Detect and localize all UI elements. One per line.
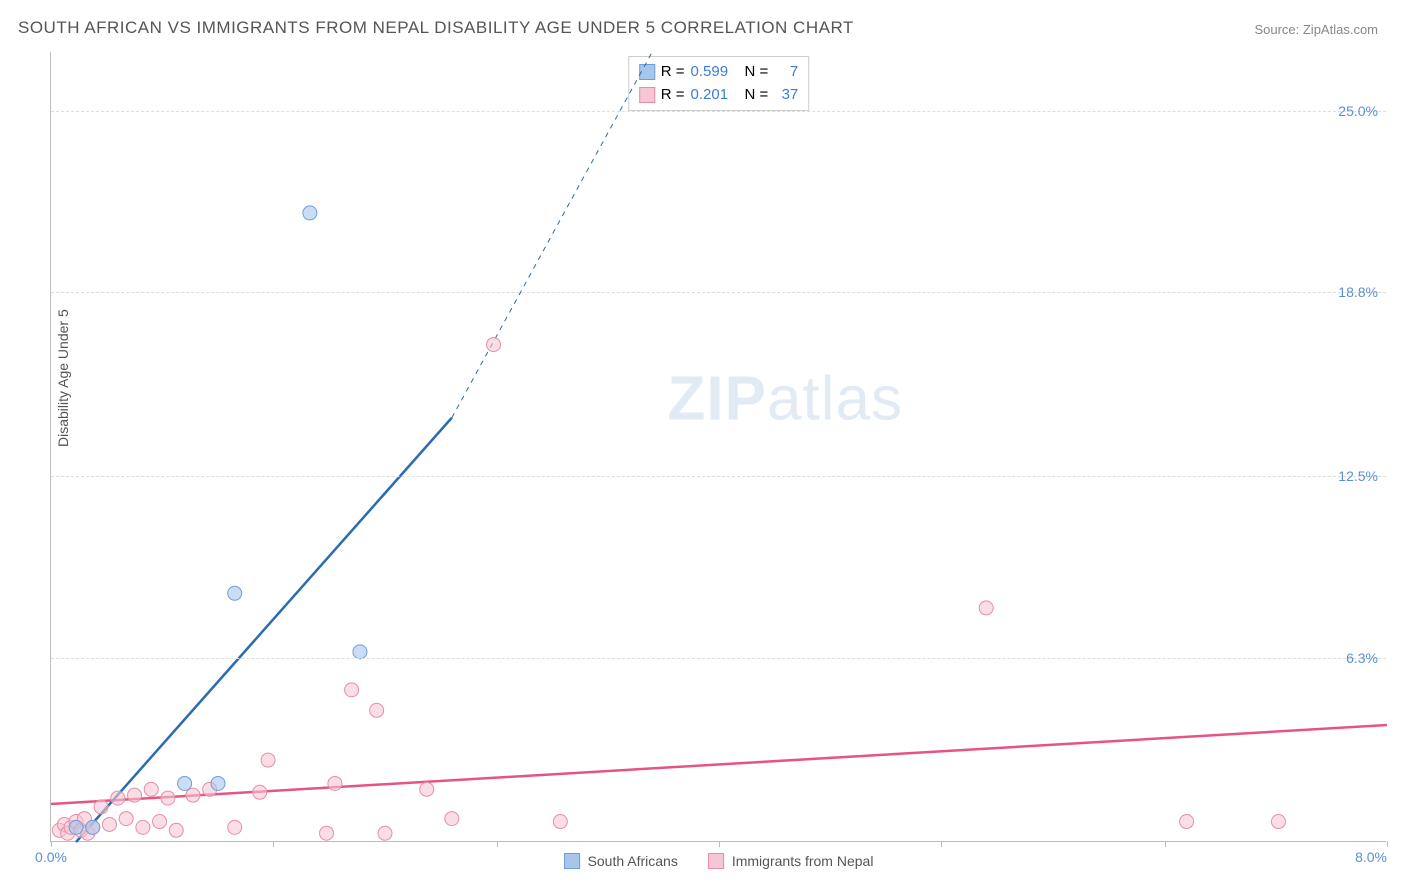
x-tick-label: 8.0% xyxy=(1355,849,1387,865)
plot-area: Disability Age Under 5 ZIPatlas R = 0.59… xyxy=(50,52,1386,842)
gridline xyxy=(51,658,1386,659)
legend: South Africans Immigrants from Nepal xyxy=(564,853,874,869)
x-tick-label: 0.0% xyxy=(35,849,67,865)
gridline xyxy=(51,111,1386,112)
x-tick xyxy=(1387,841,1388,847)
legend-item: South Africans xyxy=(564,853,678,869)
y-tick-label: 12.5% xyxy=(1338,468,1378,484)
x-tick xyxy=(497,841,498,847)
y-tick-label: 18.8% xyxy=(1338,284,1378,300)
source-attribution: Source: ZipAtlas.com xyxy=(1254,22,1378,37)
chart-title: SOUTH AFRICAN VS IMMIGRANTS FROM NEPAL D… xyxy=(18,18,854,38)
legend-label: Immigrants from Nepal xyxy=(732,853,874,869)
swatch-icon xyxy=(564,853,580,869)
chart-svg xyxy=(51,52,1386,841)
x-tick xyxy=(51,841,52,847)
x-tick xyxy=(273,841,274,847)
legend-item: Immigrants from Nepal xyxy=(708,853,874,869)
legend-label: South Africans xyxy=(588,853,678,869)
x-tick xyxy=(941,841,942,847)
swatch-icon xyxy=(708,853,724,869)
x-tick xyxy=(1165,841,1166,847)
gridline xyxy=(51,476,1386,477)
y-tick-label: 6.3% xyxy=(1346,650,1378,666)
gridline xyxy=(51,292,1386,293)
y-tick-label: 25.0% xyxy=(1338,103,1378,119)
x-tick xyxy=(719,841,720,847)
